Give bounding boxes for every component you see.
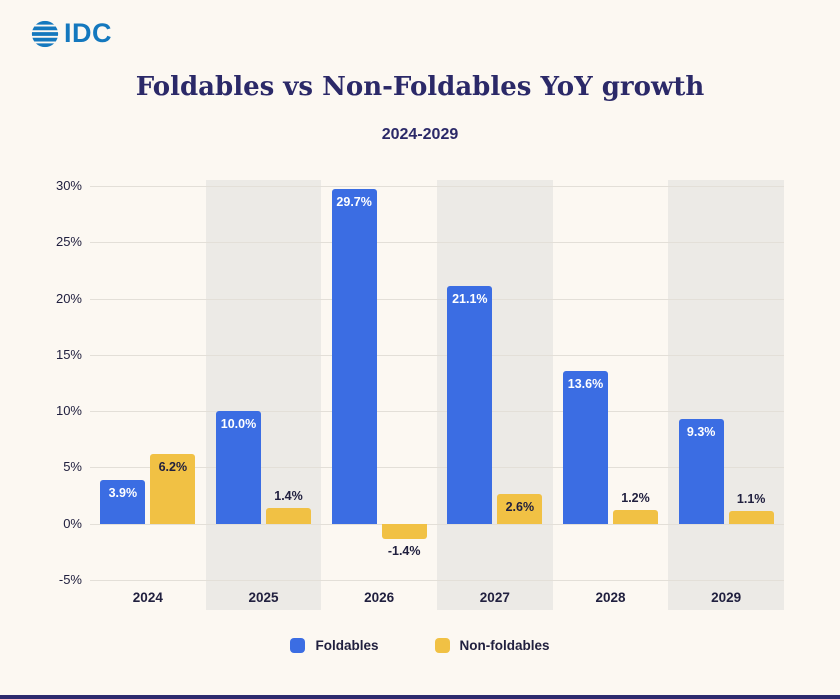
category-band-2025 [205,180,322,610]
grid-line-25% [90,242,784,244]
grid-line-5% [90,467,784,469]
y-tick-label-0%: 0% [63,515,82,531]
grid-line-10% [90,411,784,413]
y-tick-label-20%: 20% [55,290,82,306]
bar-non-foldables-2029 [728,511,774,524]
y-tick-label-25%: 25% [55,234,82,250]
bar-value-label-foldables-2026: 29.7% [336,195,372,210]
y-tick-label-30%: 30% [55,178,82,193]
x-axis-label-2026: 2026 [364,590,395,605]
x-axis-label-2027: 2027 [479,590,510,605]
chart-legend: Foldables Non-foldables [0,638,840,653]
plot-area: 3.9% 6.2% 2024 10.0% 1.4% 2025 29.7% -1.4% 2026 2… [90,180,784,610]
grid-line-20% [90,298,784,300]
bar-value-label-non-foldables-2027: 2.6% [505,500,535,515]
bar-non-foldables-2027 [497,494,543,524]
x-axis-label-2024: 2024 [132,590,163,605]
chart-subtitle: 2024-2029 [381,126,459,143]
bar-foldables-2026 [331,189,377,524]
legend-swatch-non-foldables [434,638,450,653]
legend-label-non-foldables: Non-foldables [459,638,550,653]
x-axis-label-2029: 2029 [711,590,742,605]
y-tick-label-15%: 15% [55,346,82,362]
bar-foldables-2024 [100,479,146,524]
bar-non-foldables-2025 [266,507,311,524]
bar-value-label-foldables-2024: 3.9% [108,485,138,500]
bar-non-foldables-2028 [613,510,658,524]
legend-item-foldables: Foldables [290,638,379,653]
bar-value-label-foldables-2027: 21.1% [452,292,488,307]
bar-value-label-non-foldables-2025: 1.4% [274,488,303,503]
bar-value-label-non-foldables-2026: -1.4% [387,544,421,559]
bar-foldables-2029 [678,419,724,524]
idc-logo-text: IDC [64,18,112,48]
y-axis: 30% 25% 20% 15% 10% 5% 0% -5% [0,178,82,587]
y-tick-label--5%: -5% [58,572,82,587]
bar-foldables-2027 [447,286,493,524]
grid-line-30% [90,186,784,187]
bar-value-label-non-foldables-2024: 6.2% [158,459,188,474]
bar-value-label-foldables-2028: 13.6% [567,376,604,391]
bar-value-label-non-foldables-2029: 1.1% [736,492,766,507]
grid-line-15% [90,354,784,356]
legend-item-non-foldables: Non-foldables [434,638,550,653]
bar-value-label-non-foldables-2028: 1.2% [621,491,650,506]
chart-title: Foldables vs Non-Foldables YoY growth [135,72,705,102]
x-axis-label-2025: 2025 [248,590,279,605]
category-band-2029 [668,180,784,610]
bar-foldables-2025 [216,411,261,524]
grid-line--5% [90,580,784,581]
y-tick-label-10%: 10% [55,403,82,419]
bar-value-label-foldables-2025: 10.0% [220,417,257,432]
grid-line-0% [90,523,784,525]
bar-foldables-2028 [563,370,608,524]
bar-value-label-foldables-2029: 9.3% [686,425,716,440]
y-tick-label-5%: 5% [63,459,82,475]
bar-non-foldables-2026 [381,523,427,540]
bar-non-foldables-2024 [150,453,196,524]
footer-accent-bar [0,695,840,699]
legend-swatch-foldables [290,638,306,653]
idc-logo: IDC [30,18,112,49]
legend-label-foldables: Foldables [315,638,379,653]
x-axis-label-2028: 2028 [595,590,626,605]
idc-globe-icon [31,20,59,47]
